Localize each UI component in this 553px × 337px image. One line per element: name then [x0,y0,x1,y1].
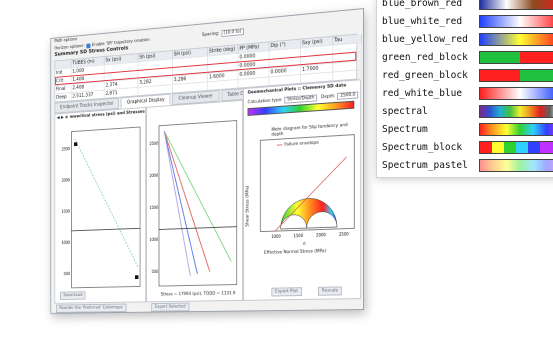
mohr-circle-small [281,214,307,229]
colormap-item[interactable]: Spectrum_pastel [377,156,553,174]
colormap-label: green_red_block [382,51,468,63]
middle-y-tick-label: 2500 [149,142,158,147]
colormap-swatch [479,14,553,28]
colormap-swatch [479,0,553,10]
left-y-tick-label: 1000 [62,241,71,245]
table-cell: Deep [55,92,72,102]
colormap-swatch [479,32,553,46]
mohr-xlabel: σ [302,241,306,247]
colormap-swatch [479,86,553,100]
colormap-swatch [479,104,553,118]
colormap-swatch [479,140,553,154]
export-plot-button[interactable]: Export Plot [271,287,302,297]
middle-y-tick-label: 1000 [149,238,158,242]
colormap-label: blue_white_red [382,15,463,27]
spacing-input[interactable]: [10.0 to] [220,28,244,38]
colormap-label: blue_yellow_red [382,33,468,45]
mohr-circle-mid [307,211,337,228]
colormap-item[interactable]: spectral [377,102,553,120]
left-plot-frame [72,127,141,288]
colormap-swatch [479,50,553,64]
colormap-label: blue_brown_red [382,0,463,9]
colormap-item[interactable]: Spectrum_block [377,138,553,156]
colormap-swatch [479,68,553,82]
colormap-item[interactable]: blue_yellow_red [377,30,553,48]
colormap-list: blue_brown_red blue_white_red blue_yellow_… [376,0,553,178]
left-plot-marker-bottom [134,275,139,280]
colormap-item[interactable]: red_green_block [377,66,553,84]
middle-y-tick-label: 500 [152,270,159,274]
right-plot-panel: Geomechanical Plots :: Clemency SD data … [243,79,362,301]
application-window: Path options Horizon options: Enable 'SR… [50,8,365,314]
left-y-tick-label: 2000 [62,178,71,182]
mohr-x-tick-label: 2500 [339,232,349,237]
colormap-label: Spectrum_pastel [382,159,468,171]
colormap-label: red_white_blue [382,87,463,99]
colormap-item[interactable]: Spectrum [377,120,553,138]
left-y-tick-label: 2500 [62,147,71,151]
left-plot-marker-top [73,142,78,147]
middle-plot-chart: 2500 2000 1500 1000 500 [149,101,242,302]
colormap-item[interactable]: green_red_block [377,48,553,66]
rescale-button[interactable]: Rescale [318,286,343,296]
mohr-frame [260,135,354,232]
colormap-label: spectral [382,105,428,117]
left-plot-chart: 2500 2000 1500 1000 500 [62,108,145,303]
mohr-ylabel: Shear Stress (MPa) [245,185,251,227]
colormap-label: Spectrum [382,123,428,135]
left-save-button[interactable]: Save/Load [60,291,86,300]
middle-y-tick-label: 1500 [149,206,158,210]
spacing-label: Spacing: [201,31,220,38]
colormap-item[interactable]: blue_white_red [377,12,553,30]
colormap-label: red_green_block [382,69,468,81]
colormap-item[interactable]: red_white_blue [377,84,553,102]
enable-checkbox[interactable] [86,43,91,49]
middle-plot-panel: 2500 2000 1500 1000 500 Stress = 17994 (psi)… [146,99,244,303]
mohr-x-tick-label: 1500 [294,234,304,239]
mohr-chart: 1000 1500 2000 2500 [244,80,360,239]
colormap-swatch [479,122,553,136]
mohr-x-tick-label: 2000 [316,233,326,238]
mohr-x-tick-label: 1000 [271,235,281,239]
middle-plot-frame [159,121,237,287]
left-y-tick-label: 500 [64,272,71,276]
colormap-swatch [479,158,553,172]
colormap-label: Spectrum_block [382,141,463,153]
left-y-tick-label: 1500 [62,210,71,214]
colormap-item[interactable]: blue_brown_red [377,0,553,12]
reorder-colormaps-button[interactable]: Reorder the 'Preferred' Colormaps [56,303,127,313]
export-selected-button[interactable]: Export Selected [151,302,190,312]
middle-y-tick-label: 2000 [149,174,158,178]
left-plot-panel: ◀ ▶ ⊕ www/tical stress (psi) and Stresse… [54,106,191,304]
